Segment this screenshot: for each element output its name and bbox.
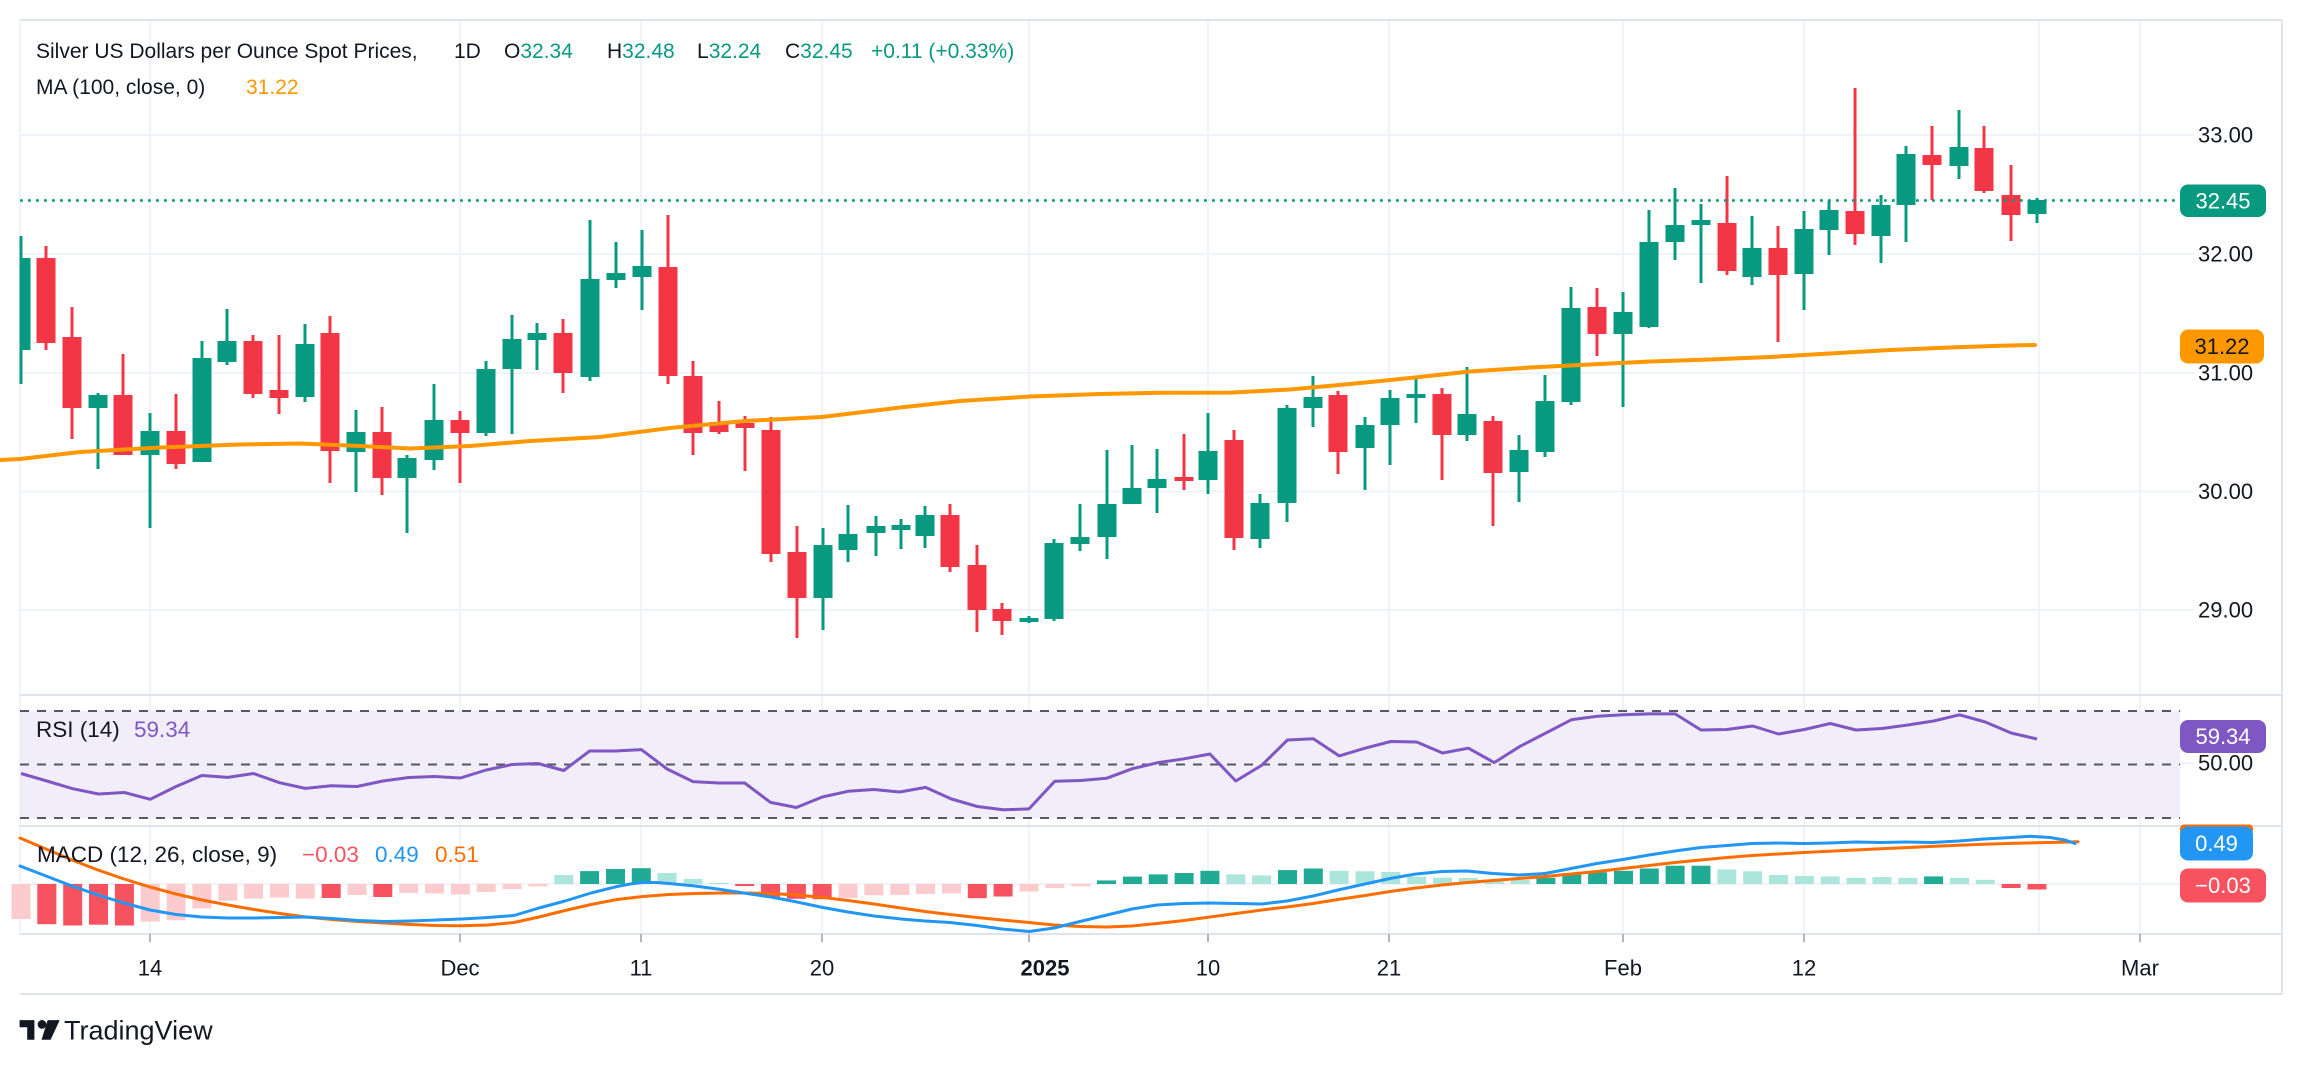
svg-text:50.00: 50.00 xyxy=(2198,751,2253,776)
svg-text:32.00: 32.00 xyxy=(2198,242,2253,267)
svg-text:32.45: 32.45 xyxy=(2195,188,2250,213)
svg-text:31.00: 31.00 xyxy=(2198,361,2253,386)
svg-text:MACD (12, 26, close, 9)−0.030.: MACD (12, 26, close, 9) −0.03 0.49 0.51 xyxy=(37,842,479,867)
svg-text:10: 10 xyxy=(1196,956,1220,981)
svg-text:0.49: 0.49 xyxy=(2195,831,2238,856)
svg-text:Dec: Dec xyxy=(440,956,479,981)
svg-text:14: 14 xyxy=(138,956,162,981)
svg-text:Feb: Feb xyxy=(1604,956,1642,981)
svg-text:−0.03: −0.03 xyxy=(2195,873,2251,898)
svg-text:TradingView: TradingView xyxy=(64,1016,213,1046)
svg-text:21: 21 xyxy=(1377,956,1401,981)
svg-text:12: 12 xyxy=(1792,956,1816,981)
svg-text:Silver US Dollars per Ounce Sp: Silver US Dollars per Ounce Spot Prices,… xyxy=(36,40,1014,63)
svg-text:Mar: Mar xyxy=(2121,956,2159,981)
svg-text:30.00: 30.00 xyxy=(2198,479,2253,504)
svg-text:MA (100, close, 0)31.22: MA (100, close, 0) 31.22 xyxy=(36,76,299,99)
svg-text:2025: 2025 xyxy=(1021,956,1070,981)
svg-text:31.22: 31.22 xyxy=(2194,334,2249,359)
svg-text:11: 11 xyxy=(630,956,653,981)
svg-text:29.00: 29.00 xyxy=(2198,598,2253,623)
svg-text:20: 20 xyxy=(810,956,834,981)
svg-text:33.00: 33.00 xyxy=(2198,123,2253,148)
svg-text:RSI (14)59.34: RSI (14) 59.34 xyxy=(36,717,190,742)
svg-text:59.34: 59.34 xyxy=(2195,724,2250,749)
